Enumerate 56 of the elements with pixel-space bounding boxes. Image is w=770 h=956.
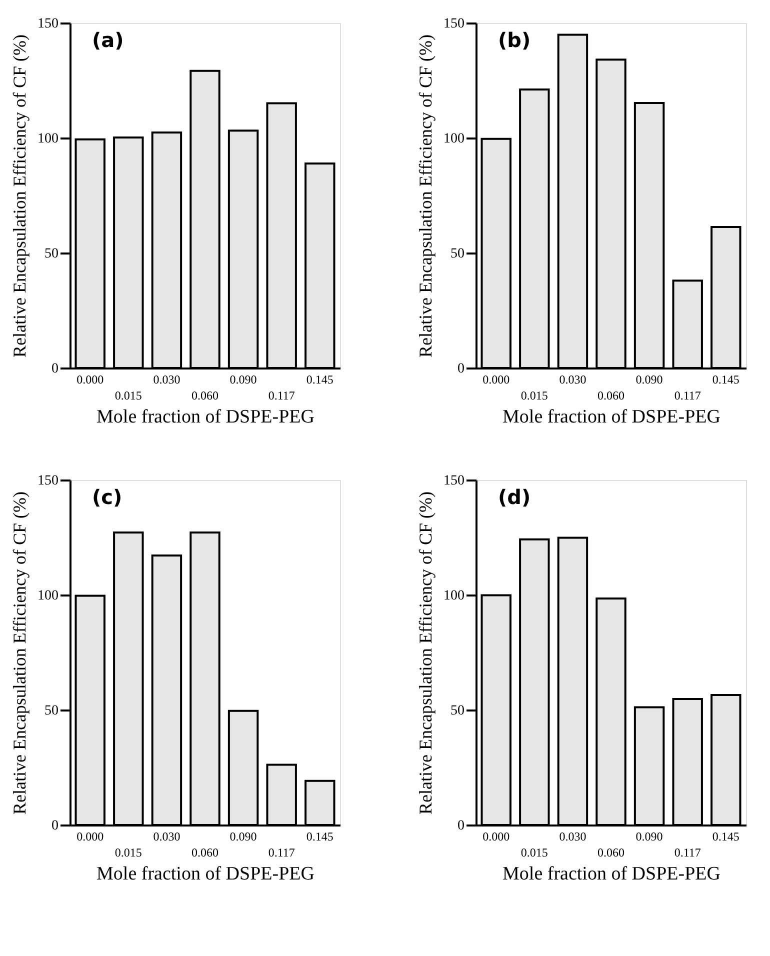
y-tick-label: 50 bbox=[44, 704, 58, 718]
x-tick-label: 0.145 bbox=[306, 372, 334, 386]
x-tick-label: 0.015 bbox=[520, 846, 548, 860]
x-tick-label: 0.090 bbox=[636, 830, 663, 844]
y-tick-label: 0 bbox=[458, 818, 464, 834]
x-tick-label: 0.015 bbox=[114, 846, 142, 860]
y-tick-label: 50 bbox=[450, 704, 464, 718]
y-tick-label: 50 bbox=[450, 246, 464, 262]
x-tick-label: 0.000 bbox=[76, 372, 104, 386]
x-tick-label: 0.117 bbox=[268, 388, 295, 402]
y-axis-title: Relative Encapsulation Efficiency of CF (%) bbox=[10, 491, 30, 815]
y-tick-label: 150 bbox=[38, 16, 58, 32]
y-axis-title: Relative Encapsulation Efficiency of CF (%) bbox=[416, 491, 436, 815]
x-tick-label: 0.060 bbox=[192, 388, 218, 402]
x-tick-label: 0.060 bbox=[598, 846, 624, 860]
x-tick-label: 0.015 bbox=[520, 388, 548, 402]
x-tick-label: 0.090 bbox=[230, 830, 257, 844]
y-tick-label: 0 bbox=[52, 818, 58, 834]
y-tick-label: 100 bbox=[444, 132, 464, 146]
x-tick-label: 0.030 bbox=[559, 830, 586, 844]
annotation: (d) bbox=[498, 485, 531, 509]
y-tick-label: 100 bbox=[38, 132, 58, 146]
x-tick-label: 0.145 bbox=[306, 830, 334, 844]
x-tick-label: 0.060 bbox=[598, 388, 624, 402]
x-tick-label: 0.030 bbox=[559, 372, 586, 386]
annotation: (c) bbox=[92, 485, 122, 509]
x-axis-title: Mole fraction of DSPE-PEG bbox=[502, 406, 721, 428]
x-axis-title: Mole fraction of DSPE-PEG bbox=[502, 864, 721, 884]
x-tick-label: 0.145 bbox=[712, 372, 740, 386]
x-tick-label: 0.060 bbox=[192, 846, 218, 860]
x-tick-label: 0.000 bbox=[76, 830, 104, 844]
y-axis-title: Relative Encapsulation Efficiency of CF (%) bbox=[416, 34, 436, 358]
y-tick-label: 150 bbox=[444, 474, 464, 488]
x-axis-title: Mole fraction of DSPE-PEG bbox=[96, 406, 315, 428]
y-tick-label: 150 bbox=[38, 474, 58, 488]
y-tick-label: 150 bbox=[444, 16, 464, 32]
x-tick-label: 0.030 bbox=[153, 372, 180, 386]
x-tick-label: 0.015 bbox=[114, 388, 142, 402]
y-axis-title: Relative Encapsulation Efficiency of CF (%) bbox=[10, 34, 30, 358]
y-tick-label: 50 bbox=[44, 246, 58, 262]
y-tick-label: 0 bbox=[52, 362, 58, 376]
x-tick-label: 0.000 bbox=[482, 830, 510, 844]
annotation: (b) bbox=[498, 28, 531, 52]
x-tick-label: 0.090 bbox=[230, 372, 257, 386]
y-tick-label: 100 bbox=[38, 588, 58, 604]
annotation: (a) bbox=[92, 28, 124, 52]
y-tick-label: 100 bbox=[444, 588, 464, 604]
x-tick-label: 0.117 bbox=[674, 846, 701, 860]
x-tick-label: 0.117 bbox=[268, 846, 295, 860]
x-axis-title: Mole fraction of DSPE-PEG bbox=[96, 864, 315, 884]
x-tick-label: 0.090 bbox=[636, 372, 663, 386]
y-tick-label: 0 bbox=[458, 362, 464, 376]
x-tick-label: 0.030 bbox=[153, 830, 180, 844]
x-tick-label: 0.000 bbox=[482, 372, 510, 386]
x-tick-label: 0.145 bbox=[712, 830, 740, 844]
x-tick-label: 0.117 bbox=[674, 388, 701, 402]
